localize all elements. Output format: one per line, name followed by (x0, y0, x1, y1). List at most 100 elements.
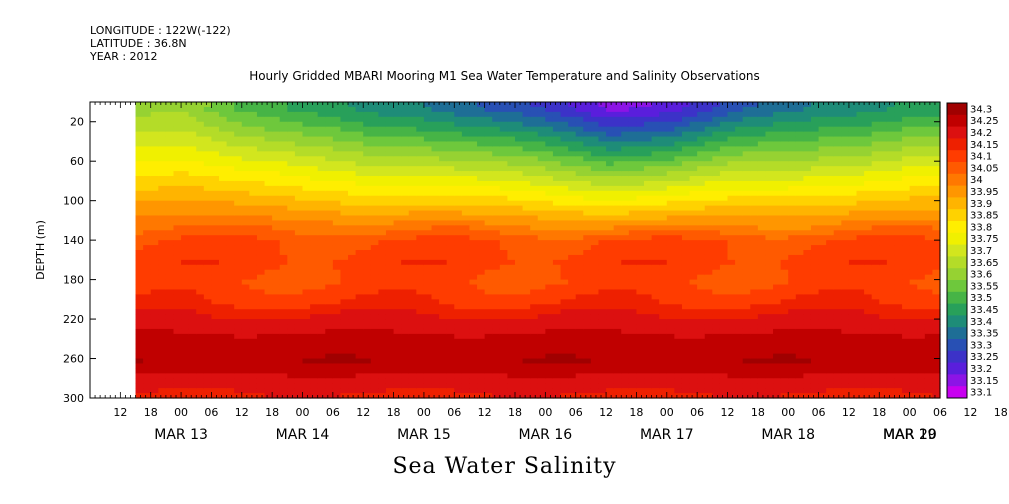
heatmap-cell (211, 274, 220, 281)
heatmap-cell (469, 319, 478, 325)
heatmap-cell (385, 230, 395, 236)
heatmap-cell (363, 240, 372, 246)
heatmap-cell (348, 210, 357, 217)
heatmap-cell (704, 324, 713, 330)
heatmap-cell (727, 343, 736, 350)
heatmap-cell (499, 230, 509, 236)
heatmap-cell (234, 284, 243, 291)
heatmap-cell (279, 195, 288, 202)
heatmap-cell (704, 136, 713, 143)
heatmap-cell (287, 102, 296, 108)
heatmap-cell (644, 314, 653, 320)
heatmap-cell (370, 121, 379, 128)
heatmap-cell (203, 106, 213, 113)
heatmap-cell (393, 116, 402, 123)
heatmap-cell (757, 230, 767, 236)
heatmap-cell (727, 309, 736, 315)
heatmap-cell (590, 215, 600, 221)
heatmap-cell (750, 309, 759, 315)
heatmap-cell (317, 333, 326, 340)
heatmap-cell (143, 314, 152, 320)
heatmap-cell (757, 126, 767, 133)
heatmap-cell (188, 176, 197, 182)
heatmap-cell (234, 215, 243, 221)
heatmap-cell (264, 131, 273, 138)
heatmap-cell (590, 289, 600, 295)
heatmap-cell (272, 102, 281, 108)
heatmap-cell (689, 309, 698, 315)
heatmap-cell (515, 240, 524, 246)
heatmap-cell (332, 126, 342, 133)
heatmap-cell (416, 328, 425, 335)
heatmap-cell (606, 289, 615, 295)
heatmap-cell (697, 230, 706, 236)
heatmap-cell (499, 205, 509, 212)
heatmap-cell (317, 220, 326, 226)
heatmap-cell (742, 176, 751, 182)
heatmap-cell (355, 235, 364, 241)
heatmap-cell (659, 259, 668, 266)
heatmap-cell (181, 269, 190, 276)
heatmap-cell (719, 353, 729, 360)
heatmap-cell (727, 156, 736, 162)
heatmap-cell (241, 264, 250, 271)
heatmap-cell (575, 141, 584, 147)
heatmap-cell (234, 299, 243, 305)
heatmap-cell (636, 235, 645, 241)
heatmap-cell (173, 259, 182, 266)
heatmap-cell (370, 111, 379, 118)
heatmap-cell (560, 126, 569, 133)
heatmap-cell (590, 116, 600, 123)
heatmap-cell (583, 210, 592, 217)
heatmap-cell (598, 299, 607, 305)
heatmap-cell (704, 388, 713, 394)
heatmap-cell (530, 284, 539, 291)
heatmap-cell (590, 343, 600, 350)
heatmap-cell (590, 383, 600, 389)
heatmap-cell (461, 136, 471, 143)
heatmap-cell (598, 121, 607, 128)
heatmap-cell (256, 210, 266, 217)
heatmap-cell (423, 299, 433, 305)
heatmap-cell (279, 333, 288, 340)
heatmap-cell (241, 180, 250, 187)
heatmap-cell (393, 363, 402, 369)
heatmap-cell (401, 210, 410, 217)
heatmap-cell (256, 304, 266, 310)
heatmap-cell (681, 180, 691, 187)
heatmap-cell (370, 289, 379, 295)
heatmap-cell (545, 121, 554, 128)
heatmap-cell (294, 126, 304, 133)
heatmap-cell (590, 111, 600, 118)
heatmap-cell (666, 289, 675, 295)
heatmap-cell (568, 176, 577, 182)
heatmap-cell (697, 166, 706, 172)
heatmap-cell (355, 146, 364, 152)
heatmap-cell (454, 161, 463, 167)
heatmap-cell (507, 264, 516, 271)
heatmap-cell (370, 373, 379, 379)
heatmap-cell (211, 254, 220, 261)
heatmap-cell (461, 225, 471, 231)
heatmap-cell (499, 250, 509, 256)
heatmap-cell (135, 210, 144, 217)
heatmap-cell (408, 215, 417, 221)
heatmap-cell (226, 348, 235, 355)
heatmap-cell (355, 348, 364, 355)
heatmap-cell (385, 185, 395, 192)
heatmap-cell (613, 353, 622, 360)
heatmap-cell (613, 235, 622, 241)
heatmap-cell (287, 309, 296, 315)
heatmap-cell (181, 116, 190, 123)
heatmap-cell (477, 161, 486, 167)
heatmap-cell (363, 383, 372, 389)
heatmap-cell (484, 171, 493, 177)
heatmap-cell (590, 225, 600, 231)
heatmap-cell (568, 156, 577, 162)
heatmap-cell (416, 348, 425, 355)
heatmap-cell (196, 225, 205, 231)
heatmap-cell (317, 314, 326, 320)
heatmap-cell (241, 240, 250, 246)
heatmap-cell (446, 388, 455, 394)
heatmap-cell (552, 106, 562, 113)
